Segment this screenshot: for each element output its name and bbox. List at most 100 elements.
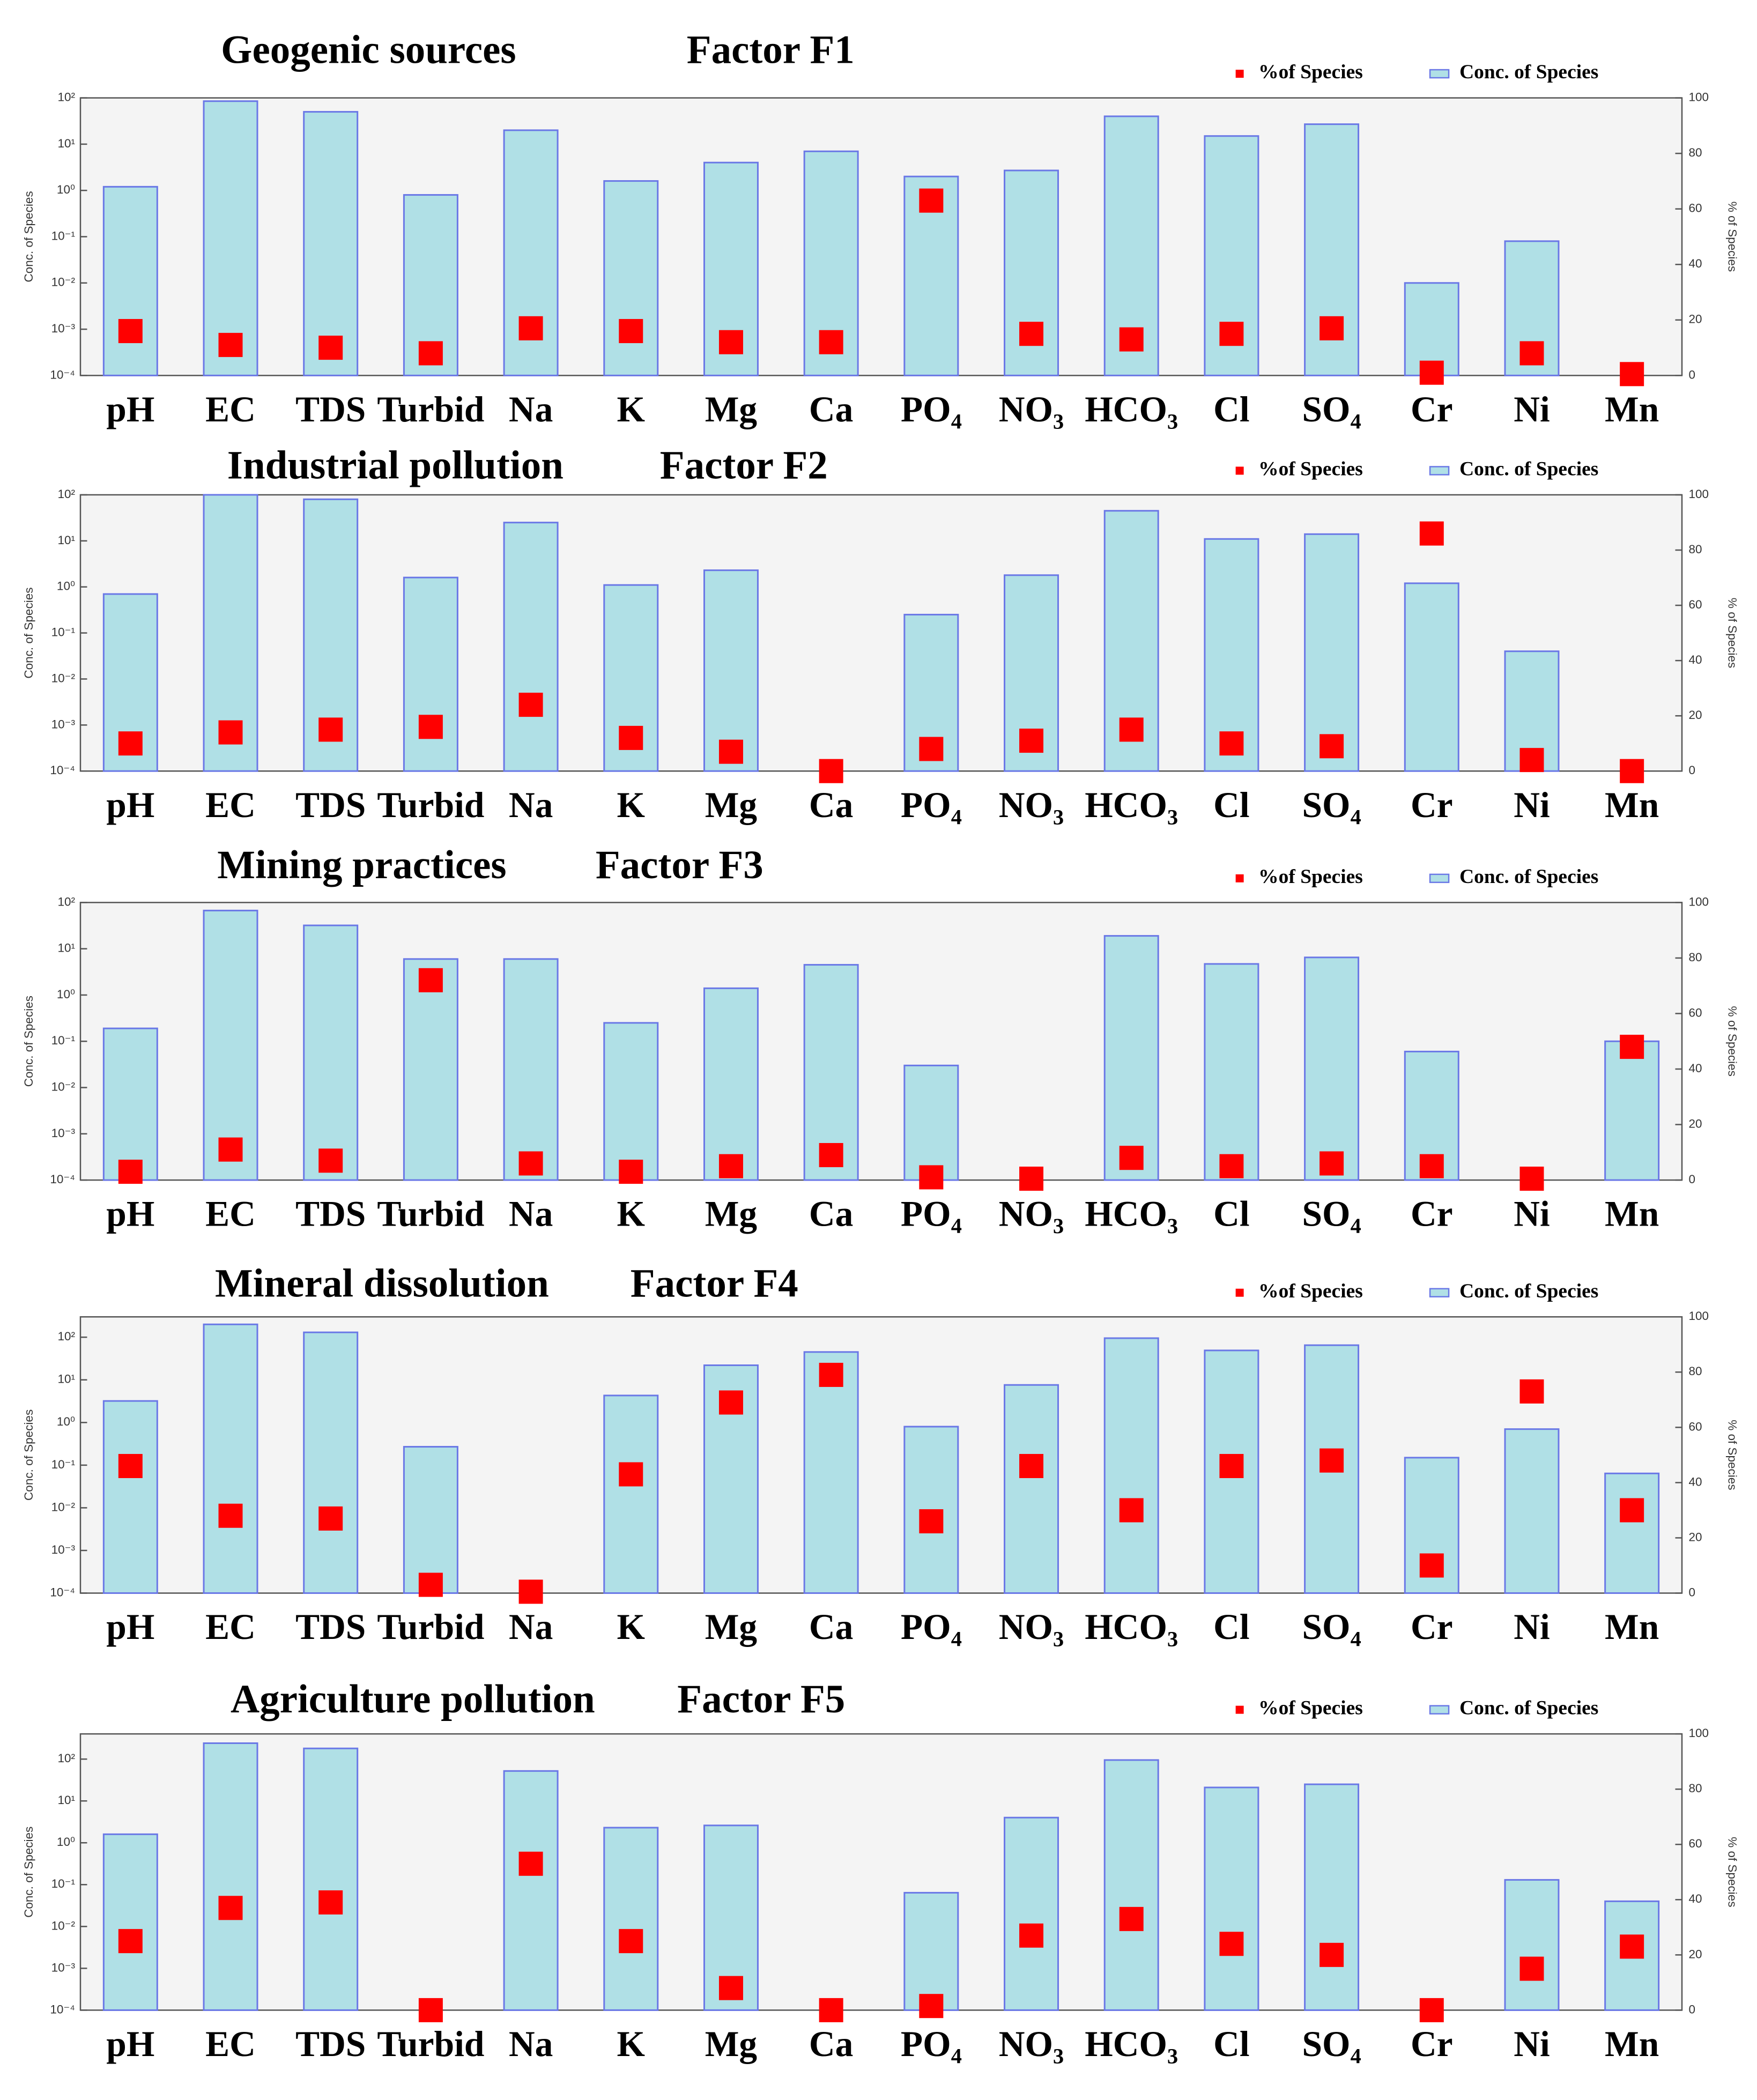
- marker: [1319, 1942, 1344, 1967]
- y2-axis-label: % of Species: [1726, 1006, 1739, 1077]
- x-tick-label: Mg: [705, 2024, 758, 2064]
- x-tick-label: Ni: [1514, 1194, 1550, 1234]
- marker: [1419, 521, 1444, 546]
- legend-label: %of Species: [1258, 1280, 1363, 1302]
- chart-subtitle: Factor F2: [660, 443, 828, 488]
- marker: [218, 1896, 243, 1920]
- x-tick-label: K: [617, 2024, 645, 2064]
- marker: [1519, 1379, 1544, 1404]
- marker: [418, 341, 443, 366]
- bar: [903, 1064, 959, 1181]
- x-tick-label: Ni: [1514, 785, 1550, 825]
- x-tick-label: HCO₃: [1085, 785, 1178, 825]
- y-tick-label: 10⁻²: [51, 1500, 76, 1513]
- x-tick-label: Mg: [705, 785, 758, 825]
- legend-label: %of Species: [1258, 866, 1363, 888]
- marker: [1620, 362, 1644, 387]
- marker: [718, 1154, 743, 1178]
- y2-tick-label: 40: [1689, 257, 1702, 270]
- x-tick-label: EC: [205, 389, 256, 429]
- marker: [518, 316, 543, 340]
- y2-tick-label: 60: [1689, 1837, 1702, 1850]
- legend-swatch: [1235, 466, 1244, 475]
- y-tick-label: 10⁰: [57, 580, 75, 593]
- y-tick-label: 10¹: [57, 1793, 75, 1807]
- chart-title: Industrial pollution: [227, 443, 564, 488]
- marker: [718, 1390, 743, 1415]
- bar: [903, 1891, 959, 2011]
- x-tick-label: NO₃: [999, 785, 1064, 825]
- bar: [1304, 1783, 1360, 2011]
- x-tick-label: NO₃: [999, 389, 1064, 429]
- x-tick-label: pH: [106, 2024, 154, 2064]
- marker: [718, 330, 743, 354]
- y2-tick-label: 80: [1689, 543, 1702, 556]
- y-tick-label: 10⁻¹: [51, 1458, 75, 1471]
- x-tick-label: Ca: [809, 1194, 853, 1234]
- legend-label: Conc. of Species: [1459, 61, 1598, 83]
- legend-label: Conc. of Species: [1459, 1280, 1598, 1302]
- marker: [619, 725, 643, 750]
- bar: [1103, 1337, 1159, 1594]
- x-tick-label: Ca: [809, 2024, 853, 2064]
- x-tick-label: Mn: [1605, 785, 1659, 825]
- marker: [919, 188, 944, 213]
- x-tick-label: Cl: [1213, 1607, 1249, 1647]
- y-tick-label: 10²: [57, 1330, 75, 1343]
- x-tick-label: NO₃: [999, 1607, 1064, 1647]
- x-tick-label: SO₄: [1302, 1607, 1361, 1647]
- x-tick-label: TDS: [295, 1194, 366, 1234]
- legend-label: Conc. of Species: [1459, 458, 1598, 480]
- x-tick-label: pH: [106, 1194, 154, 1234]
- bar: [503, 1770, 559, 2011]
- marker: [1620, 1934, 1644, 1959]
- y-tick-label: 10⁻⁴: [50, 763, 75, 777]
- bar: [303, 924, 359, 1181]
- marker: [318, 717, 343, 742]
- legend-label: %of Species: [1258, 61, 1363, 83]
- y-tick-label: 10⁰: [57, 1415, 75, 1428]
- marker: [1620, 1498, 1644, 1523]
- x-tick-label: Ca: [809, 785, 853, 825]
- y-tick-label: 10²: [57, 91, 75, 104]
- legend-label: %of Species: [1258, 1697, 1363, 1719]
- x-tick-label: Na: [509, 389, 553, 429]
- marker: [518, 693, 543, 717]
- x-tick-label: Na: [509, 2024, 553, 2064]
- x-tick-label: PO₄: [901, 2024, 962, 2064]
- x-tick-label: pH: [106, 785, 154, 825]
- y2-tick-label: 100: [1689, 1309, 1709, 1323]
- bar: [603, 180, 659, 376]
- y2-tick-label: 80: [1689, 1782, 1702, 1795]
- y-tick-label: 10⁻²: [51, 1919, 76, 1932]
- x-tick-label: TDS: [295, 2024, 366, 2064]
- y-tick-label: 10⁻³: [51, 1543, 76, 1556]
- marker: [819, 330, 843, 354]
- bar: [303, 111, 359, 376]
- marker: [1419, 1154, 1444, 1178]
- y-tick-label: 10⁻³: [51, 1961, 76, 1974]
- bar: [403, 958, 458, 1181]
- x-tick-label: Ni: [1514, 389, 1550, 429]
- x-tick-label: HCO₃: [1085, 1194, 1178, 1234]
- bar: [603, 1827, 659, 2011]
- bar: [203, 1323, 258, 1594]
- x-tick-label: Cr: [1411, 1607, 1453, 1647]
- y2-tick-label: 20: [1689, 313, 1702, 326]
- bar: [102, 1833, 158, 2011]
- y-tick-label: 10¹: [57, 137, 75, 150]
- y-axis-label: Conc. of Species: [22, 191, 35, 282]
- y-tick-label: 10⁻¹: [51, 626, 75, 639]
- legend-swatch: [1235, 874, 1244, 882]
- bar: [1304, 123, 1360, 376]
- x-tick-label: EC: [205, 785, 256, 825]
- bar: [1204, 963, 1259, 1181]
- y2-tick-label: 20: [1689, 1947, 1702, 1961]
- x-tick-label: Na: [509, 785, 553, 825]
- y2-tick-label: 0: [1689, 1173, 1696, 1186]
- marker: [1219, 322, 1244, 346]
- x-tick-label: Ni: [1514, 2024, 1550, 2064]
- legend-swatch: [1235, 1288, 1244, 1297]
- x-tick-label: Mg: [705, 1194, 758, 1234]
- chart-subtitle: Factor F3: [596, 843, 763, 887]
